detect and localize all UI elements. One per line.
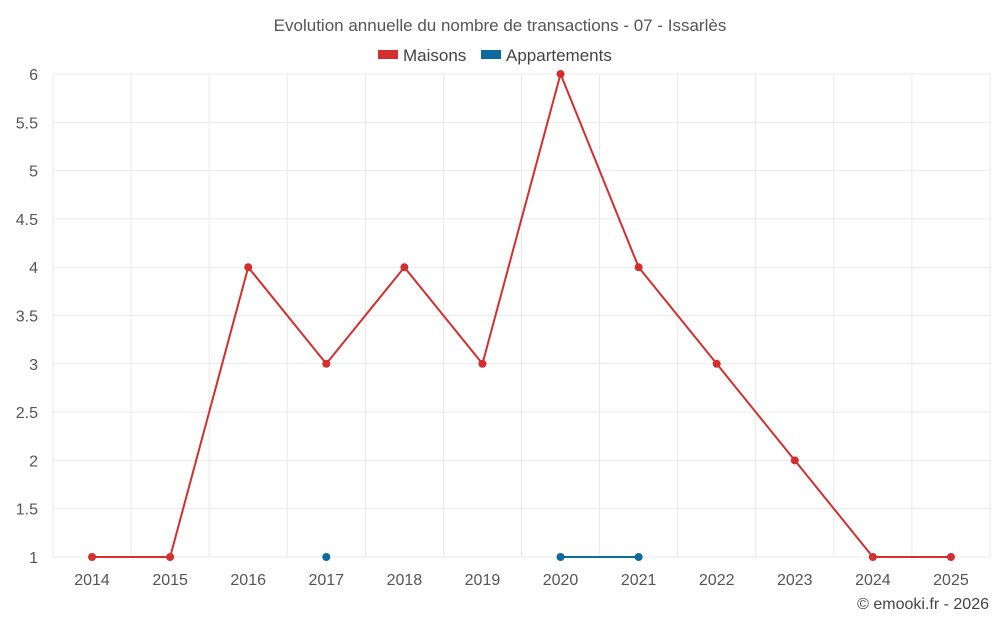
data-point-maisons[interactable] bbox=[478, 359, 487, 368]
x-tick-label: 2024 bbox=[855, 572, 891, 589]
data-point-maisons[interactable] bbox=[244, 263, 253, 272]
data-point-maisons[interactable] bbox=[712, 359, 721, 368]
series-line-segment bbox=[247, 266, 328, 365]
data-point-appartements[interactable] bbox=[322, 553, 331, 561]
legend[interactable]: Maisons Appartements bbox=[378, 46, 612, 65]
data-point-maisons[interactable] bbox=[634, 263, 643, 272]
x-tick-label: 2023 bbox=[777, 572, 813, 589]
legend-label-maisons[interactable]: Maisons bbox=[403, 46, 466, 65]
series-maisons[interactable] bbox=[88, 70, 955, 561]
y-tick-label: 5 bbox=[29, 164, 38, 181]
series-line-segment bbox=[325, 266, 406, 365]
y-tick-label: 2 bbox=[29, 453, 38, 470]
data-point-appartements[interactable] bbox=[556, 553, 565, 561]
data-point-maisons[interactable] bbox=[400, 263, 409, 272]
x-tick-label: 2017 bbox=[308, 572, 344, 589]
y-tick-label: 3 bbox=[29, 357, 38, 374]
y-tick-label: 1 bbox=[29, 550, 38, 567]
y-tick-label: 4.5 bbox=[16, 212, 38, 229]
series-line-segment bbox=[559, 73, 640, 269]
x-tick-label: 2015 bbox=[152, 572, 188, 589]
data-point-maisons[interactable] bbox=[790, 456, 799, 465]
x-tick-label: 2014 bbox=[74, 572, 110, 589]
grid bbox=[52, 73, 991, 558]
data-point-maisons[interactable] bbox=[322, 359, 331, 368]
series-line-segment bbox=[481, 73, 562, 365]
data-point-maisons[interactable] bbox=[868, 553, 877, 561]
data-point-maisons[interactable] bbox=[946, 553, 955, 561]
series-line-segment bbox=[793, 459, 874, 558]
series-appartements[interactable] bbox=[322, 553, 643, 561]
data-point-maisons[interactable] bbox=[166, 553, 175, 561]
y-tick-label: 2.5 bbox=[16, 405, 38, 422]
series-line-segment bbox=[715, 362, 796, 462]
legend-swatch-appartements[interactable] bbox=[481, 50, 501, 59]
legend-label-appartements[interactable]: Appartements bbox=[506, 46, 612, 65]
x-tick-label: 2020 bbox=[543, 572, 579, 589]
x-tick-label: 2018 bbox=[387, 572, 423, 589]
series bbox=[88, 70, 955, 561]
y-axis: 1 1.5 2 2.5 3 3.5 4 4.5 5 5.5 6 bbox=[16, 67, 38, 567]
y-tick-label: 1.5 bbox=[16, 502, 38, 519]
series-line-segment bbox=[403, 266, 484, 365]
chart-title: Evolution annuelle du nombre de transact… bbox=[274, 16, 727, 35]
data-point-appartements[interactable] bbox=[634, 553, 643, 561]
x-axis: 2014 2015 2016 2017 2018 2019 2020 2021 2022 2023… bbox=[74, 572, 969, 589]
x-tick-label: 2016 bbox=[230, 572, 266, 589]
legend-swatch-maisons[interactable] bbox=[378, 50, 398, 59]
x-tick-label: 2025 bbox=[933, 572, 969, 589]
data-point-maisons[interactable] bbox=[556, 70, 565, 78]
y-tick-label: 4 bbox=[29, 260, 38, 277]
x-tick-label: 2021 bbox=[621, 572, 657, 589]
credit-text: © emooki.fr - 2026 bbox=[857, 596, 989, 613]
y-tick-label: 6 bbox=[29, 67, 38, 84]
series-line-segment bbox=[637, 266, 718, 365]
x-tick-label: 2022 bbox=[699, 572, 735, 589]
data-point-maisons[interactable] bbox=[88, 553, 97, 561]
series-line-segment bbox=[169, 266, 250, 558]
y-tick-label: 3.5 bbox=[16, 309, 38, 326]
x-tick-label: 2019 bbox=[465, 572, 501, 589]
y-tick-label: 5.5 bbox=[16, 115, 38, 132]
